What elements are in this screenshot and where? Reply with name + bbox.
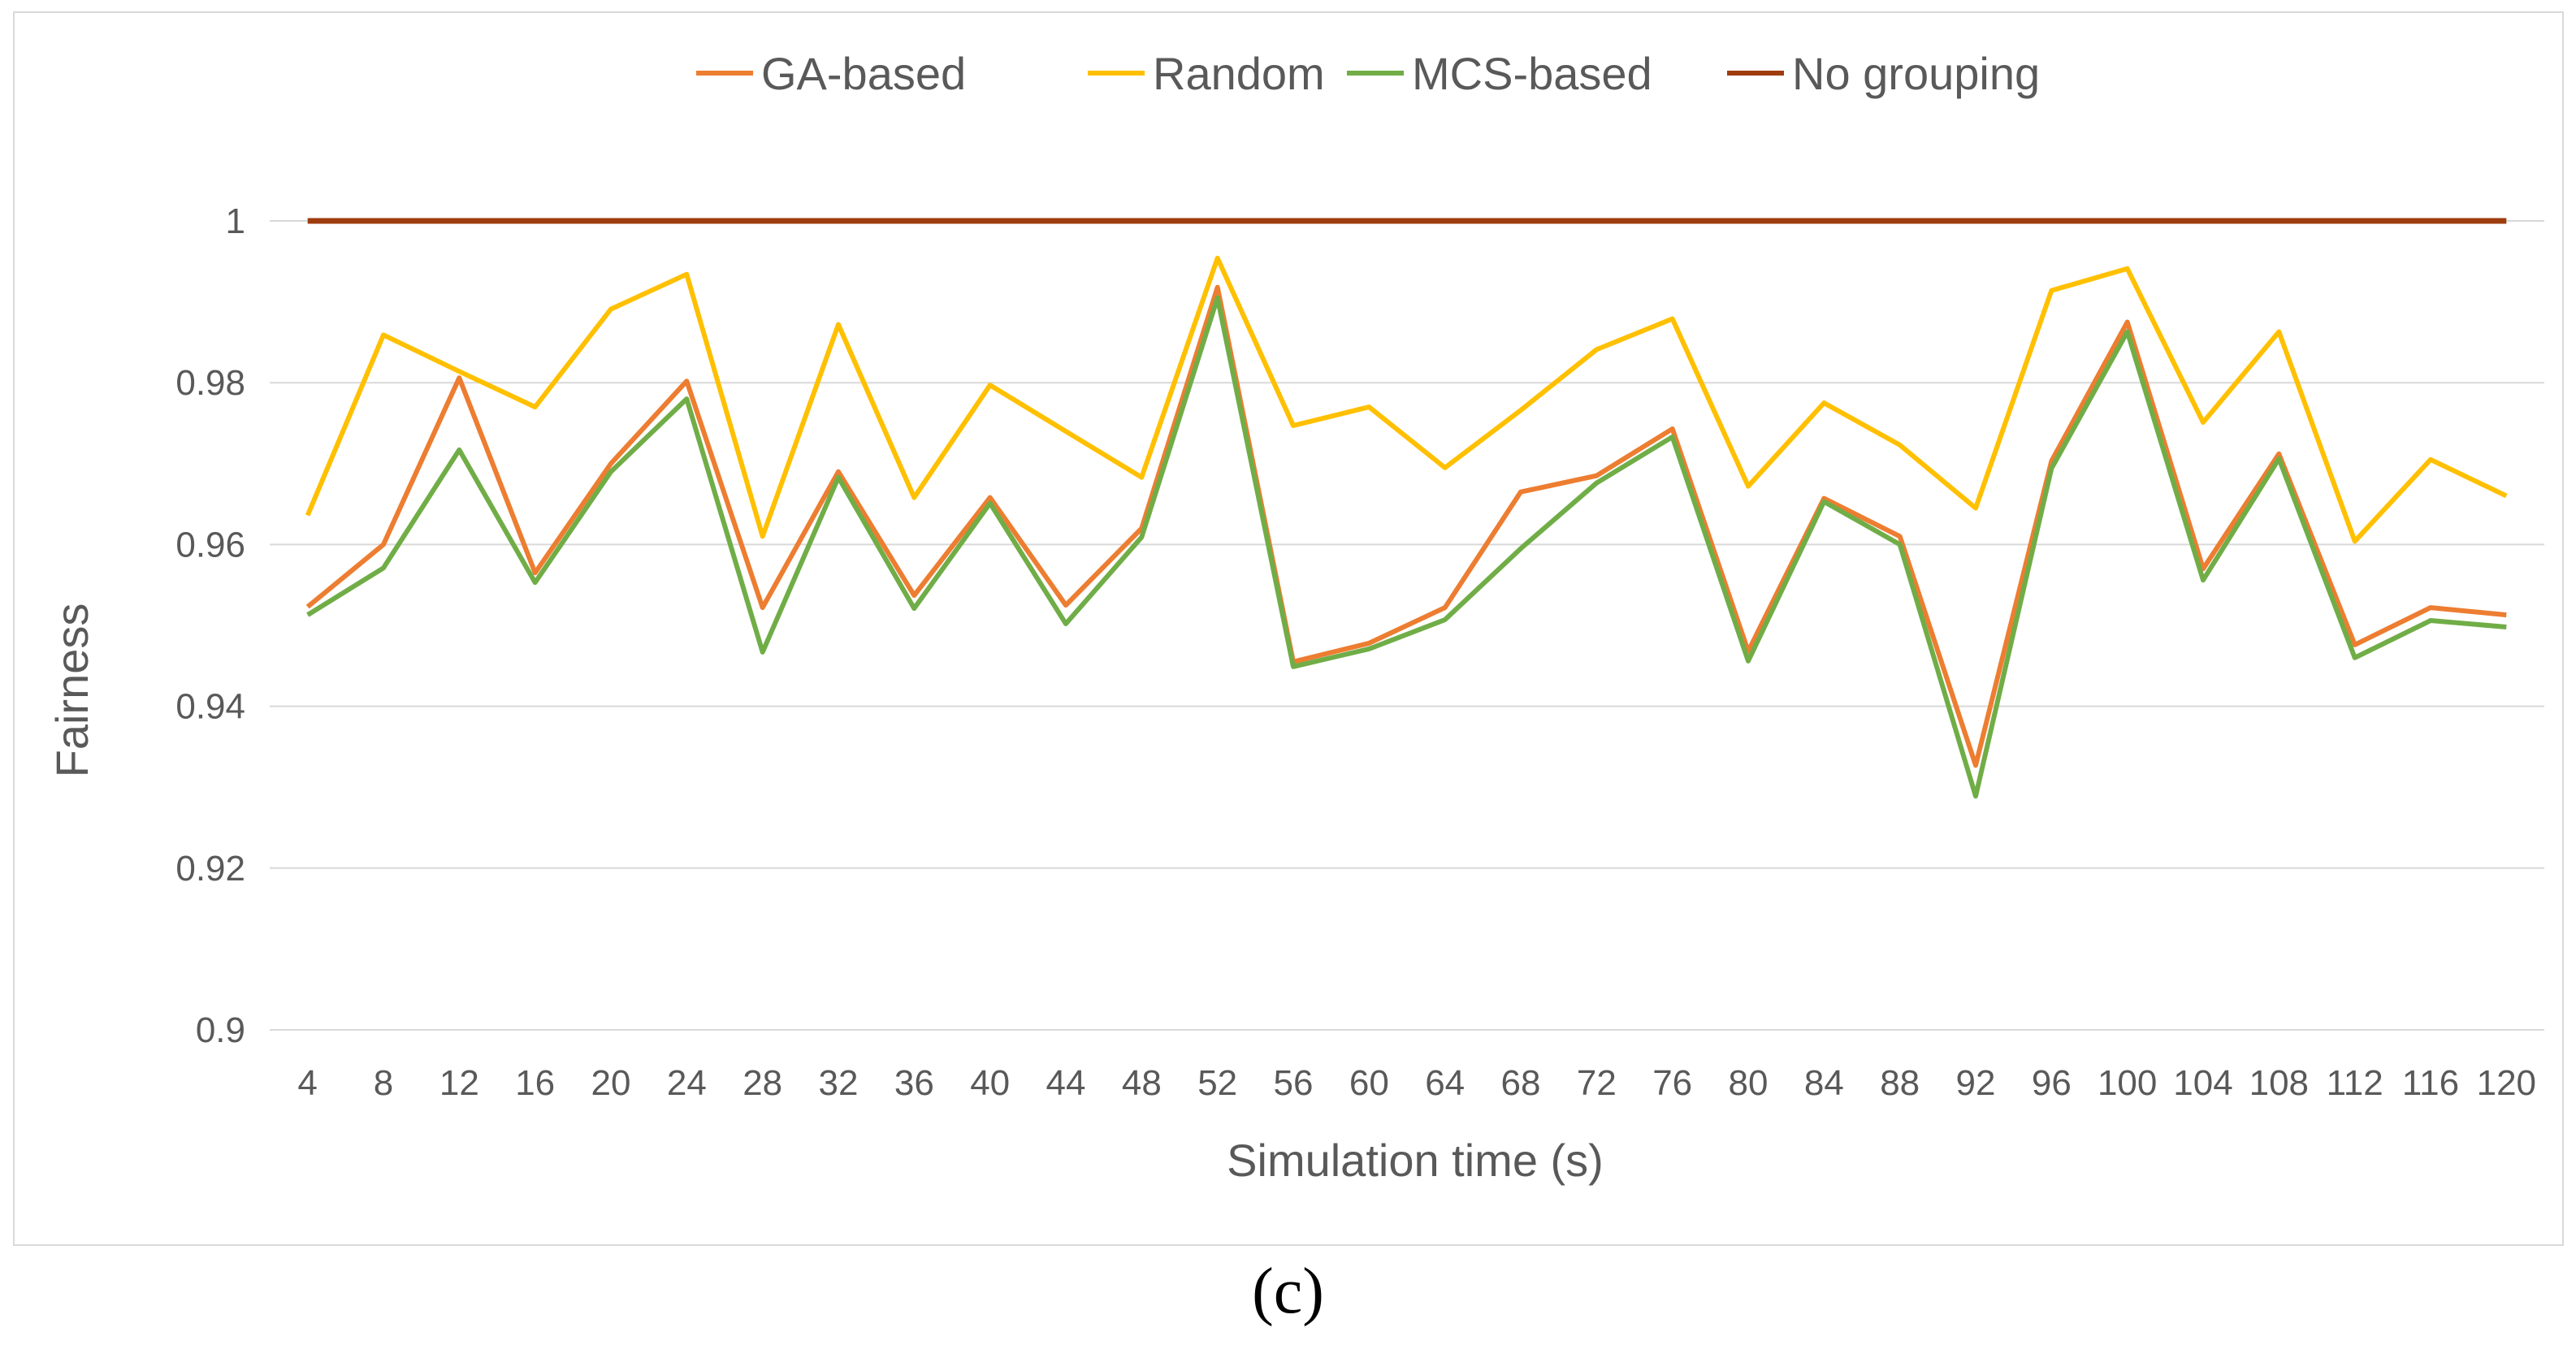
- x-tick-label: 48: [1122, 1063, 1162, 1103]
- legend-label: MCS-based: [1412, 48, 1652, 99]
- x-tick-label: 116: [2402, 1063, 2459, 1103]
- y-tick-label: 1: [226, 201, 245, 241]
- x-tick-label: 12: [439, 1063, 479, 1103]
- chart-frame: 0.9 0.92 0.94 0.96 0.98 1 4 8 12 16 20 24 28 32 36 40 44…: [13, 11, 2564, 1246]
- series-line-ga-based: [305, 284, 2507, 768]
- x-tick-label: 32: [819, 1063, 859, 1103]
- x-axis-title: Simulation time (s): [1227, 1135, 1604, 1186]
- x-tick-label: 60: [1349, 1063, 1389, 1103]
- x-tick-label: 20: [591, 1063, 631, 1103]
- x-tick-label: 76: [1652, 1063, 1692, 1103]
- x-tick-label: 104: [2173, 1063, 2232, 1103]
- y-tick-label: 0.94: [175, 687, 245, 727]
- x-tick-label: 108: [2249, 1063, 2309, 1103]
- y-tick-label: 0.92: [175, 849, 245, 889]
- x-tick-label: 88: [1880, 1063, 1920, 1103]
- legend-label: Random: [1153, 48, 1325, 99]
- legend-label: No grouping: [1792, 48, 2040, 99]
- series-line-mcs-based: [306, 295, 2507, 799]
- x-tick-label: 72: [1577, 1063, 1617, 1103]
- y-tick-label: 0.96: [175, 525, 245, 564]
- legend-label: GA-based: [761, 48, 966, 99]
- x-tick-label: 64: [1425, 1063, 1465, 1103]
- x-tick-label: 40: [970, 1063, 1010, 1103]
- x-tick-label: 80: [1729, 1063, 1769, 1103]
- x-tick-label: 4: [297, 1063, 317, 1103]
- x-tick-label: 16: [515, 1063, 555, 1103]
- x-tick-label: 44: [1046, 1063, 1086, 1103]
- x-tick-label: 36: [894, 1063, 934, 1103]
- x-tick-label: 112: [2327, 1063, 2383, 1103]
- x-tick-label: 68: [1501, 1063, 1541, 1103]
- series-line-random: [305, 255, 2508, 544]
- x-tick-label: 8: [374, 1063, 393, 1103]
- y-axis-title: Fairness: [46, 603, 97, 778]
- x-tick-label: 96: [2032, 1063, 2072, 1103]
- x-tick-label: 84: [1804, 1063, 1844, 1103]
- y-tick-label: 0.98: [175, 363, 245, 403]
- figure-caption: (c): [1252, 1256, 1324, 1327]
- x-tick-label: 100: [2098, 1063, 2157, 1103]
- x-tick-label: 92: [1956, 1063, 1996, 1103]
- x-tick-label: 28: [742, 1063, 782, 1103]
- x-tick-label: 120: [2477, 1063, 2536, 1103]
- x-tick-label: 24: [667, 1063, 707, 1103]
- x-tick-label: 56: [1274, 1063, 1314, 1103]
- y-tick-label: 0.9: [196, 1010, 245, 1050]
- x-tick-label: 52: [1197, 1063, 1237, 1103]
